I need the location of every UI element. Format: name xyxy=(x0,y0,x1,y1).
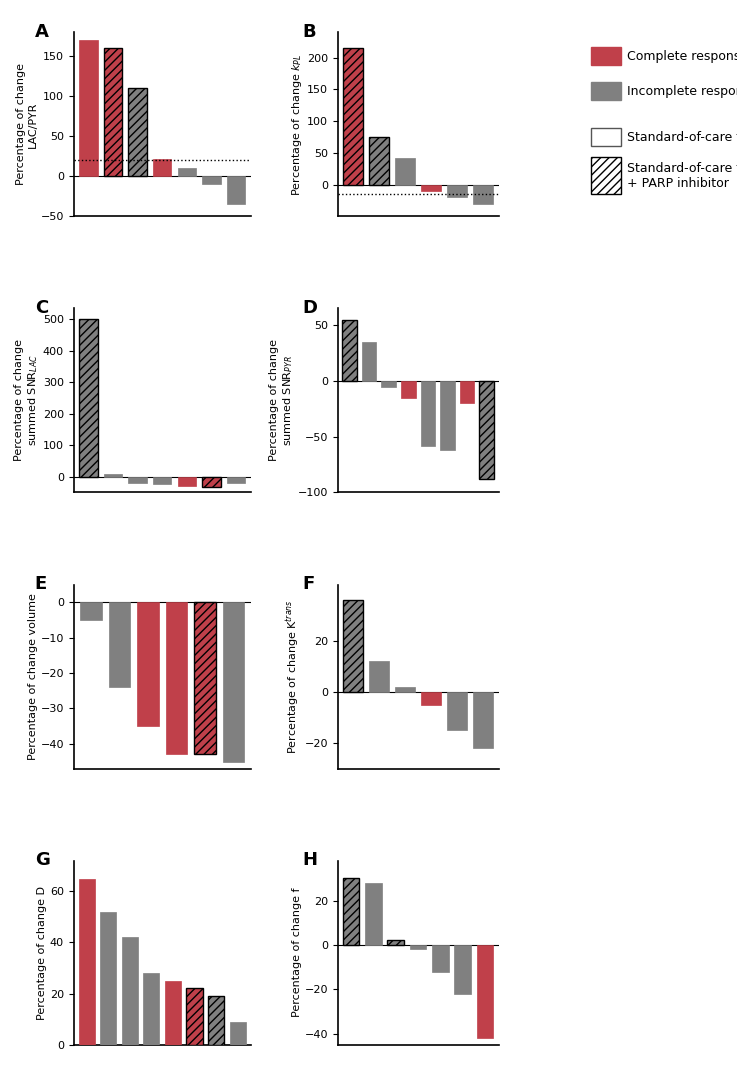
Bar xyxy=(365,883,382,945)
Bar xyxy=(369,661,389,691)
Bar xyxy=(447,691,467,730)
Bar xyxy=(343,48,363,184)
Y-axis label: Percentage of change
summed SNR$_{LAC}$: Percentage of change summed SNR$_{LAC}$ xyxy=(14,339,40,461)
Text: A: A xyxy=(35,23,49,41)
Bar xyxy=(421,381,436,446)
Bar xyxy=(440,381,455,450)
Bar xyxy=(362,341,377,381)
Y-axis label: Percentage of change
summed SNR$_{PYR}$: Percentage of change summed SNR$_{PYR}$ xyxy=(269,339,295,461)
Bar xyxy=(80,320,98,477)
Bar xyxy=(422,691,441,704)
Bar xyxy=(202,477,220,487)
Text: E: E xyxy=(35,575,47,593)
Bar xyxy=(178,477,196,486)
Bar xyxy=(388,940,404,945)
Bar xyxy=(395,158,415,184)
Bar xyxy=(186,989,203,1045)
Bar xyxy=(591,47,621,66)
Bar xyxy=(137,602,158,726)
Bar xyxy=(202,177,220,184)
Bar xyxy=(369,137,389,184)
Y-axis label: Percentage of change f: Percentage of change f xyxy=(292,887,301,1018)
Bar xyxy=(432,945,449,971)
Y-axis label: Percentage of change $k_{PL}$: Percentage of change $k_{PL}$ xyxy=(290,53,304,196)
Bar xyxy=(223,602,244,761)
Text: Standard-of-care treatment
+ PARP inhibitor: Standard-of-care treatment + PARP inhibi… xyxy=(626,162,737,190)
Bar xyxy=(153,477,172,484)
Bar xyxy=(591,82,621,100)
Bar xyxy=(80,602,102,620)
Bar xyxy=(343,600,363,691)
Text: G: G xyxy=(35,852,49,869)
Bar xyxy=(108,602,130,687)
Bar xyxy=(153,158,172,177)
Bar xyxy=(166,602,187,754)
Y-axis label: Percentage of change volume: Percentage of change volume xyxy=(28,593,38,760)
Bar xyxy=(227,177,245,205)
Bar xyxy=(178,168,196,177)
Bar xyxy=(479,381,494,479)
Bar xyxy=(104,48,122,177)
Bar xyxy=(422,184,441,191)
Bar xyxy=(128,88,147,177)
Bar xyxy=(128,477,147,484)
Text: D: D xyxy=(302,299,317,318)
Bar xyxy=(381,381,396,387)
Bar xyxy=(80,40,98,177)
Y-axis label: Percentage of change K$^{trans}$: Percentage of change K$^{trans}$ xyxy=(284,599,301,754)
Bar xyxy=(79,879,95,1045)
Text: Complete response: Complete response xyxy=(626,50,737,62)
Text: Incomplete response: Incomplete response xyxy=(626,85,737,98)
Bar xyxy=(395,687,415,691)
Text: C: C xyxy=(35,299,48,318)
Bar xyxy=(143,974,159,1045)
Bar xyxy=(343,879,360,945)
Y-axis label: Percentage of change D: Percentage of change D xyxy=(37,885,47,1020)
Bar xyxy=(477,945,494,1038)
Bar xyxy=(104,474,122,477)
Bar xyxy=(342,320,357,381)
Text: B: B xyxy=(302,23,316,41)
Bar xyxy=(227,477,245,484)
Bar xyxy=(195,602,216,754)
Bar xyxy=(122,937,138,1045)
Text: Standard-of-care treatment: Standard-of-care treatment xyxy=(626,130,737,143)
Bar xyxy=(473,691,492,749)
Bar xyxy=(410,945,427,949)
Bar xyxy=(230,1022,246,1045)
Bar xyxy=(591,157,621,194)
Bar xyxy=(100,912,116,1045)
Bar xyxy=(165,981,181,1045)
Bar xyxy=(460,381,475,403)
Bar xyxy=(401,381,416,397)
Bar xyxy=(473,184,492,204)
Text: H: H xyxy=(302,852,317,869)
Y-axis label: Percentage of change
LAC/PYR: Percentage of change LAC/PYR xyxy=(16,64,38,185)
Bar xyxy=(208,996,224,1045)
Text: F: F xyxy=(302,575,315,593)
Bar xyxy=(447,184,467,197)
Bar xyxy=(455,945,471,994)
Bar xyxy=(591,128,621,146)
